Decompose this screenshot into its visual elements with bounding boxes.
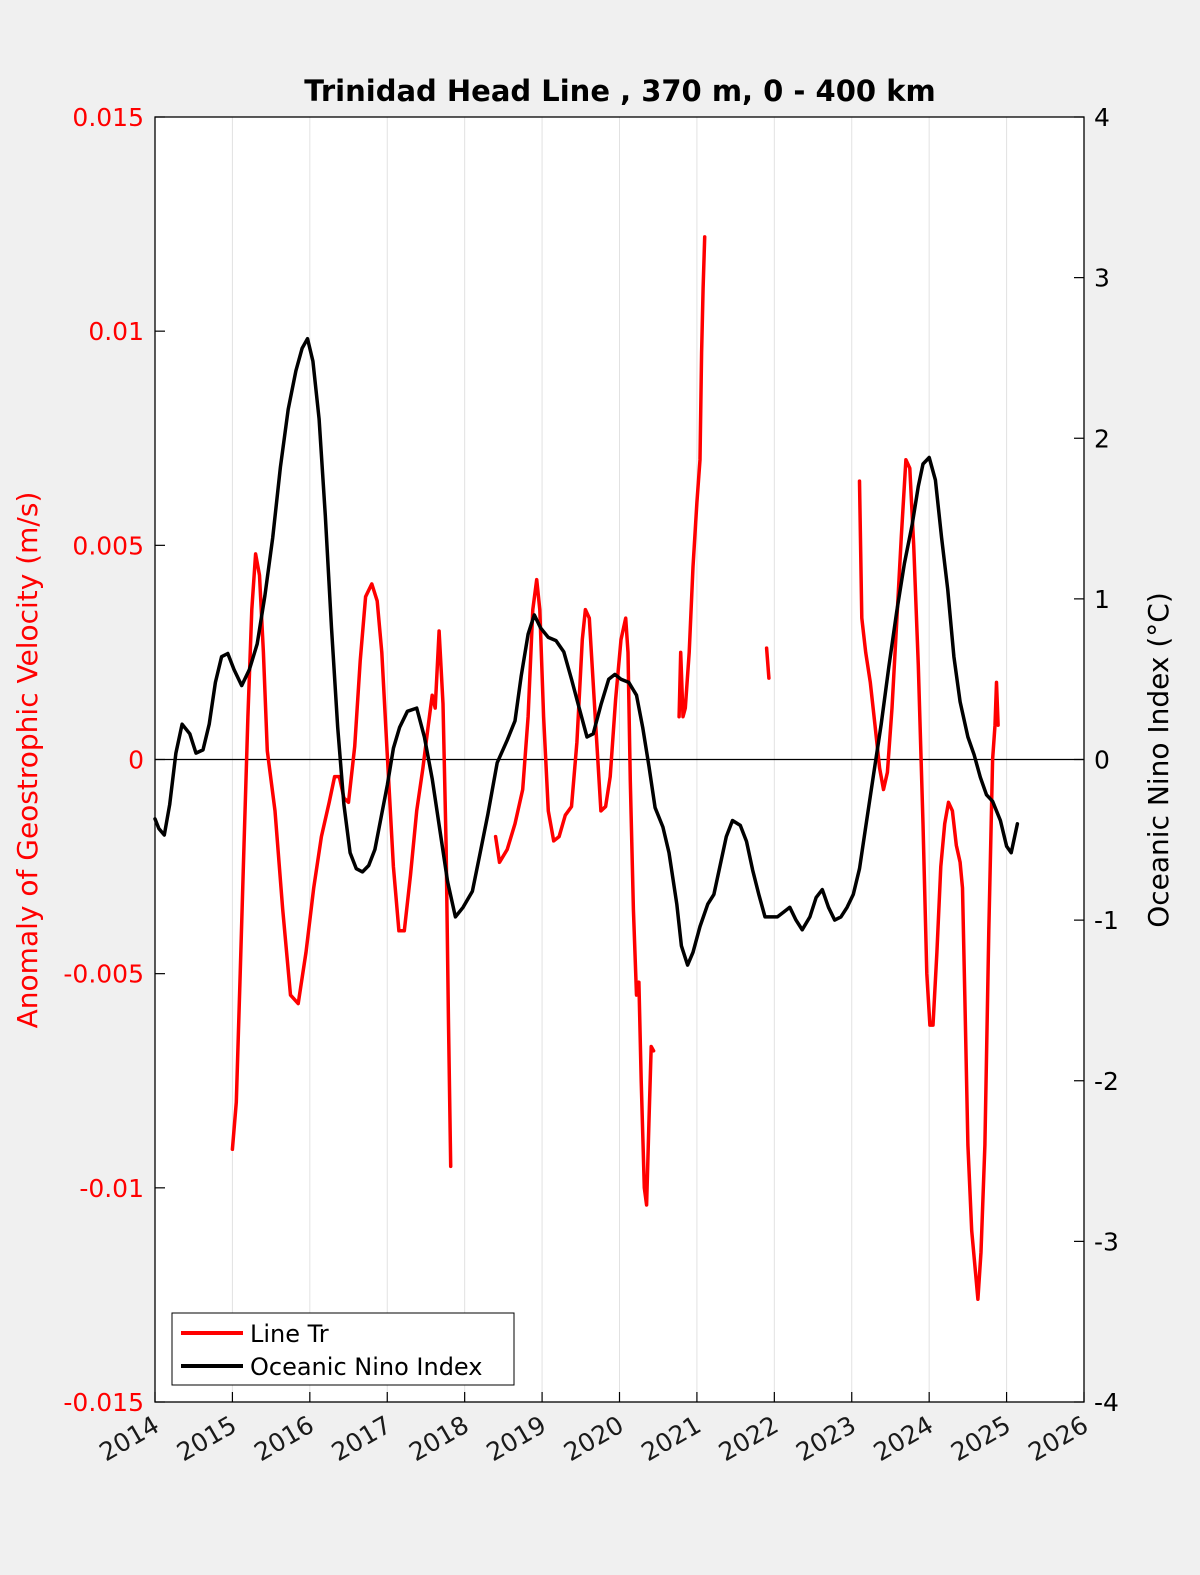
series-line-tr-segment-5	[857, 457, 1000, 1301]
series-line-tr-segment-1	[230, 552, 453, 1169]
legend: Line Tr Oceanic Nino Index	[171, 1312, 515, 1386]
y-axis-left: -0.015 -0.01 -0.005 0 0.005 0.01 0.015	[63, 103, 165, 1417]
legend-label-line-tr: Line Tr	[250, 1320, 329, 1348]
y-right-tick-label: 0	[1094, 746, 1110, 775]
y-right-tick-label: -4	[1094, 1388, 1119, 1417]
y-right-tick-label: 1	[1094, 585, 1110, 614]
series-line-tr-segment-3	[677, 235, 707, 719]
y-left-tick-label: -0.015	[63, 1388, 144, 1417]
series-oceanic-nino-index-segment-1	[153, 336, 1020, 967]
series-line-tr-segment-4	[764, 646, 771, 680]
y-axis-right: -4 -3 -2 -1 0 1 2 3 4	[1074, 103, 1119, 1417]
y-left-tick-label: 0	[128, 746, 144, 775]
legend-label-oni: Oceanic Nino Index	[250, 1353, 482, 1381]
y-axis-right-label: Oceanic Nino Index (°C)	[1142, 592, 1175, 928]
y-left-tick-label: 0.01	[88, 317, 144, 346]
y-right-tick-label: 3	[1094, 264, 1110, 293]
y-left-tick-label: -0.01	[79, 1174, 144, 1203]
legend-box	[171, 1312, 515, 1386]
plot-area	[153, 116, 1085, 1403]
y-right-tick-label: -2	[1094, 1067, 1119, 1096]
y-right-tick-label: -3	[1094, 1227, 1119, 1256]
series-layer	[153, 235, 1020, 1301]
y-axis-left-label: Anomaly of Geostrophic Velocity (m/s)	[11, 492, 44, 1029]
y-left-tick-label: 0.015	[72, 103, 144, 132]
chart-title: Trinidad Head Line , 370 m, 0 - 400 km	[304, 74, 935, 108]
y-right-tick-label: -1	[1094, 906, 1119, 935]
y-right-tick-label: 2	[1094, 424, 1110, 453]
y-left-tick-label: 0.005	[72, 531, 144, 560]
series-line-tr-segment-2	[493, 577, 656, 1207]
y-left-tick-label: -0.005	[63, 960, 144, 989]
y-right-tick-label: 4	[1094, 103, 1110, 132]
